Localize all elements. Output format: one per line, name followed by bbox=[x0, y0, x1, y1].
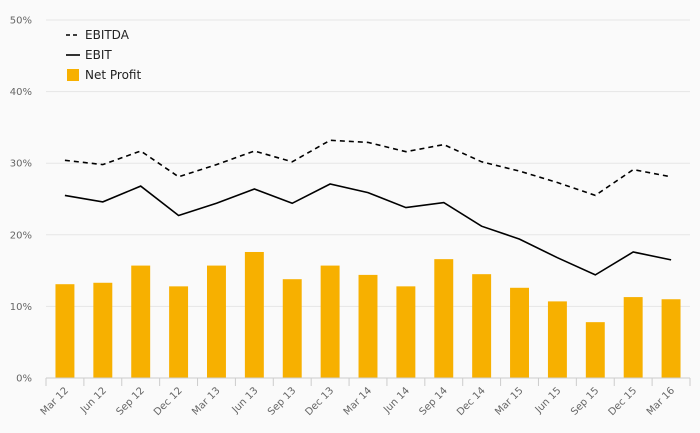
net-profit-bar bbox=[585, 322, 605, 378]
x-tick-label: Sep 13 bbox=[266, 385, 298, 417]
y-tick-label: 20% bbox=[10, 230, 32, 241]
net-profit-bar bbox=[547, 301, 567, 378]
x-tick-label: Mar 15 bbox=[493, 385, 525, 417]
y-tick-label: 0% bbox=[16, 374, 32, 385]
legend: EBITDA EBIT Net Profit bbox=[66, 28, 141, 82]
net-profit-bar bbox=[434, 259, 454, 378]
x-tick-label: Dec 14 bbox=[455, 385, 488, 418]
x-tick-label: Mar 13 bbox=[190, 385, 222, 417]
net-profit-bar bbox=[510, 287, 529, 378]
net-profit-bars bbox=[55, 251, 681, 378]
net-profit-bar bbox=[207, 265, 226, 378]
x-tick-label: Sep 15 bbox=[569, 385, 601, 417]
net-profit-bar bbox=[93, 282, 113, 378]
net-profit-bar bbox=[282, 279, 302, 378]
y-tick-label: 10% bbox=[10, 302, 32, 313]
x-tick-label: Mar 12 bbox=[39, 385, 71, 417]
y-tick-label: 50% bbox=[10, 16, 32, 27]
net-profit-bar bbox=[244, 251, 264, 378]
net-profit-legend-label: Net Profit bbox=[85, 68, 141, 82]
ebitda-legend-label: EBITDA bbox=[85, 28, 130, 42]
ebit-legend-label: EBIT bbox=[85, 48, 112, 62]
x-tick-label: Dec 15 bbox=[607, 385, 640, 418]
net-profit-bar bbox=[131, 265, 151, 378]
net-profit-bar bbox=[623, 297, 643, 378]
x-tick-label: Dec 13 bbox=[304, 385, 337, 418]
x-tick-label: Dec 12 bbox=[152, 385, 185, 418]
y-tick-label: 30% bbox=[10, 159, 32, 170]
x-tick-label: Sep 14 bbox=[418, 385, 450, 417]
x-tick-label: Jun 14 bbox=[381, 385, 412, 416]
net-profit-bar bbox=[358, 274, 378, 378]
line-series bbox=[64, 139, 672, 276]
net-profit-bar bbox=[661, 299, 681, 378]
ebitda-line bbox=[64, 139, 672, 197]
y-tick-label: 40% bbox=[10, 87, 32, 98]
x-tick-label: Jun 12 bbox=[78, 385, 109, 416]
net-profit-bar bbox=[472, 274, 492, 378]
net-profit-bar bbox=[55, 284, 75, 378]
ebit-line bbox=[64, 183, 672, 276]
gridlines bbox=[46, 19, 690, 307]
net-profit-bar bbox=[169, 286, 189, 378]
x-tick-label: Sep 12 bbox=[114, 385, 146, 417]
x-tick-label: Mar 16 bbox=[645, 385, 677, 417]
x-tick-label: Jun 13 bbox=[230, 385, 261, 416]
net-profit-bar bbox=[320, 265, 340, 378]
net-profit-bar bbox=[396, 286, 416, 378]
x-tick-label: Mar 14 bbox=[342, 385, 374, 417]
x-tick-label: Jun 15 bbox=[533, 385, 564, 416]
net-profit-legend-swatch bbox=[67, 69, 79, 81]
